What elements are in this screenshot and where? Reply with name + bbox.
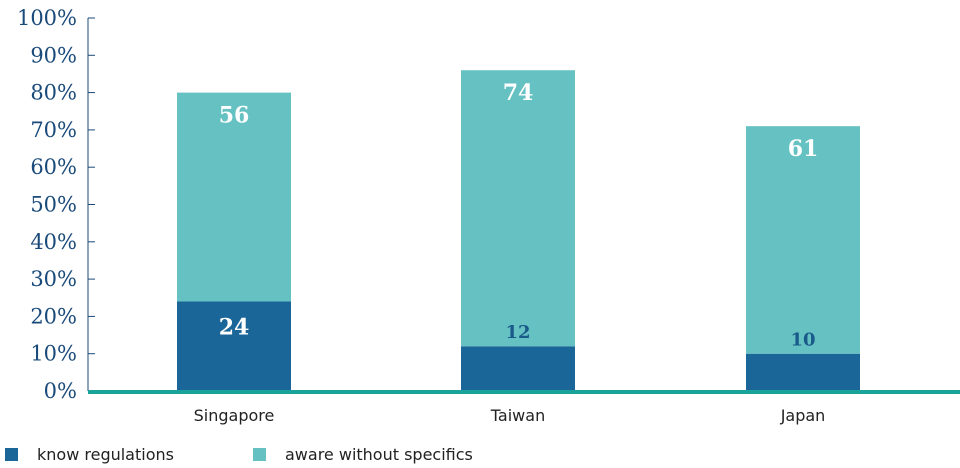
y-tick-label: 0%	[44, 379, 77, 403]
bar-segment	[461, 346, 575, 391]
legend: know regulations aware without specifics	[5, 445, 473, 464]
y-tick-label: 70%	[30, 118, 77, 142]
bar-segment	[746, 126, 860, 354]
y-tick-label: 60%	[30, 155, 77, 179]
legend-label: know regulations	[37, 445, 174, 464]
y-tick-label: 10%	[30, 342, 77, 366]
data-label: 12	[505, 322, 530, 343]
bars	[177, 70, 860, 391]
data-label: 24	[219, 314, 250, 340]
legend-swatch	[5, 448, 18, 461]
y-tick-label: 30%	[30, 267, 77, 291]
bar-segment	[177, 92, 291, 302]
y-tick-label: 80%	[30, 81, 77, 105]
y-tick-label: 100%	[17, 6, 77, 30]
y-axis: 0% 10% 20% 30% 40% 50% 60% 70% 80% 90% 100%	[17, 6, 95, 403]
data-label: 74	[503, 80, 534, 106]
y-tick-label: 90%	[30, 43, 77, 67]
y-tick-label: 20%	[30, 304, 77, 328]
bar-segment	[177, 301, 291, 391]
y-tick-label: 50%	[30, 193, 77, 217]
y-tick-label: 40%	[30, 230, 77, 254]
data-label: 61	[788, 136, 819, 162]
x-tick-label: Japan	[780, 406, 826, 425]
x-axis: Singapore Taiwan Japan	[88, 390, 960, 425]
data-labels: 24 56 12 74 10 61	[219, 80, 819, 350]
bar-segment	[746, 353, 860, 391]
x-tick-label: Singapore	[194, 406, 275, 425]
legend-swatch	[253, 448, 266, 461]
legend-label: aware without specifics	[285, 445, 473, 464]
data-label: 10	[790, 330, 815, 351]
bar-segment	[461, 70, 575, 347]
data-label: 56	[219, 103, 250, 129]
x-tick-label: Taiwan	[490, 406, 545, 425]
